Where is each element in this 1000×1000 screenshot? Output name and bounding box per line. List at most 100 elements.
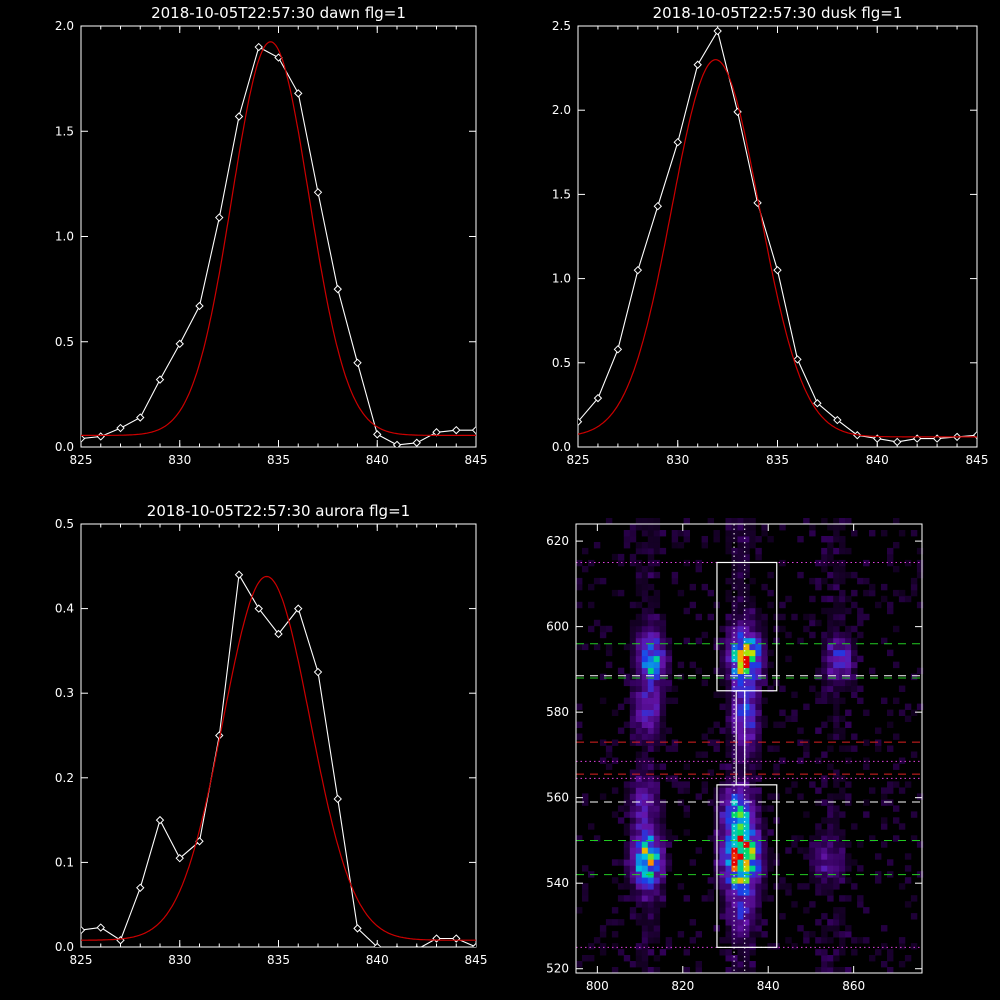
heatmap-cell	[833, 823, 840, 830]
heatmap-cell	[659, 655, 667, 663]
heatmap-cell	[767, 745, 774, 752]
data-point	[81, 925, 86, 935]
heatmap-cell	[731, 745, 738, 752]
heatmap-cell	[599, 793, 607, 800]
data-point	[116, 423, 125, 433]
heatmap-cell	[737, 553, 744, 561]
heatmap-cell	[683, 787, 690, 794]
heatmap-cell	[671, 745, 679, 752]
heatmap-cell	[737, 961, 744, 968]
heatmap-cell	[635, 793, 643, 800]
heatmap-cell	[827, 643, 834, 651]
heatmap-cell	[755, 895, 762, 902]
heatmap-cell	[910, 577, 918, 585]
heatmap-cell	[821, 751, 828, 758]
heatmap-cell	[749, 925, 756, 932]
heatmap-cell	[791, 943, 798, 950]
data-point	[395, 945, 399, 947]
data-point	[136, 883, 145, 892]
heatmap-cell	[647, 637, 655, 645]
heatmap-cell	[641, 679, 649, 687]
heatmap-cell	[629, 715, 637, 722]
heatmap-cell	[839, 637, 846, 645]
heatmap-cell	[731, 601, 738, 609]
heatmap-cell	[869, 667, 876, 675]
heatmap-cell	[647, 829, 655, 836]
heatmap-cell	[737, 835, 744, 842]
heatmap-cell	[635, 853, 643, 860]
heatmap-cell	[851, 643, 858, 651]
heatmap-cell	[677, 799, 685, 806]
heatmap-cell	[898, 961, 906, 968]
heatmap-cell	[749, 631, 756, 639]
heatmap-cell	[725, 901, 732, 908]
heatmap-cell	[623, 811, 631, 818]
heatmap-cell	[755, 643, 762, 651]
heatmap-cell	[857, 631, 864, 639]
heatmap-cell	[797, 925, 804, 932]
heatmap-cell	[611, 859, 619, 866]
heatmap-cell	[797, 739, 804, 746]
heatmap-cell	[629, 889, 637, 896]
heatmap-cell	[839, 601, 846, 609]
heatmap-cell	[827, 847, 834, 854]
heatmap-cell	[653, 805, 661, 812]
heatmap-cell	[898, 530, 906, 537]
heatmap-cell	[576, 961, 583, 968]
heatmap-cell	[707, 727, 714, 734]
heatmap-cell	[647, 524, 655, 531]
heatmap-cell	[593, 542, 601, 549]
heatmap-cell	[593, 937, 601, 944]
heatmap-cell	[743, 559, 750, 567]
heatmap-cell	[576, 583, 583, 591]
heatmap-cell	[833, 835, 840, 842]
heatmap-cell	[809, 619, 816, 627]
heatmap-cell	[893, 542, 900, 549]
heatmap-cell	[635, 631, 643, 639]
heatmap-cell	[881, 793, 888, 800]
heatmap-cell	[815, 619, 822, 627]
heatmap-cell	[833, 697, 840, 704]
heatmap-cell	[629, 799, 637, 806]
heatmap-cell	[725, 691, 732, 698]
heatmap-cell	[839, 524, 846, 531]
heatmap-cell	[785, 715, 792, 722]
heatmap-cell	[916, 703, 924, 710]
heatmap-cell	[821, 661, 828, 669]
heatmap-cell	[725, 919, 732, 926]
heatmap-cell	[629, 727, 637, 734]
heatmap-cell	[821, 547, 828, 555]
heatmap-cell	[815, 667, 822, 675]
panel-dawn: 825 830 835 840 8450.00.51.01.52.02018-10-05…	[55, 4, 488, 467]
data-point	[294, 604, 303, 613]
heatmap-cell	[761, 643, 768, 651]
heatmap-cell	[887, 553, 894, 561]
heatmap-cell	[833, 601, 840, 609]
heatmap-cell	[755, 775, 762, 782]
heatmap-cell	[863, 589, 870, 597]
heatmap-cell	[821, 577, 828, 585]
heatmap-cell	[737, 547, 744, 555]
heatmap-cell	[707, 769, 714, 776]
heatmap-cell	[737, 775, 744, 782]
y-tick-label: 0.1	[55, 855, 74, 869]
heatmap-cell	[659, 733, 667, 740]
heatmap-cell	[797, 835, 804, 842]
heatmap-cell	[731, 739, 738, 746]
heatmap-cell	[719, 829, 726, 836]
heatmap-cell	[731, 805, 738, 812]
heatmap-cell	[731, 661, 738, 669]
data-point	[175, 853, 184, 863]
heatmap-cell	[719, 841, 726, 848]
heatmap-cell	[815, 919, 822, 926]
heatmap-cell	[629, 739, 637, 746]
heatmap-cell	[605, 643, 613, 651]
heatmap-cell	[582, 565, 589, 573]
heatmap-cell	[743, 949, 750, 956]
data-point	[254, 604, 263, 613]
heatmap-cell	[833, 631, 840, 639]
heatmap-cell	[785, 655, 792, 663]
heatmap-cell	[665, 655, 673, 663]
x-tick-label: 840	[366, 953, 389, 967]
heatmap-cell	[635, 643, 643, 651]
